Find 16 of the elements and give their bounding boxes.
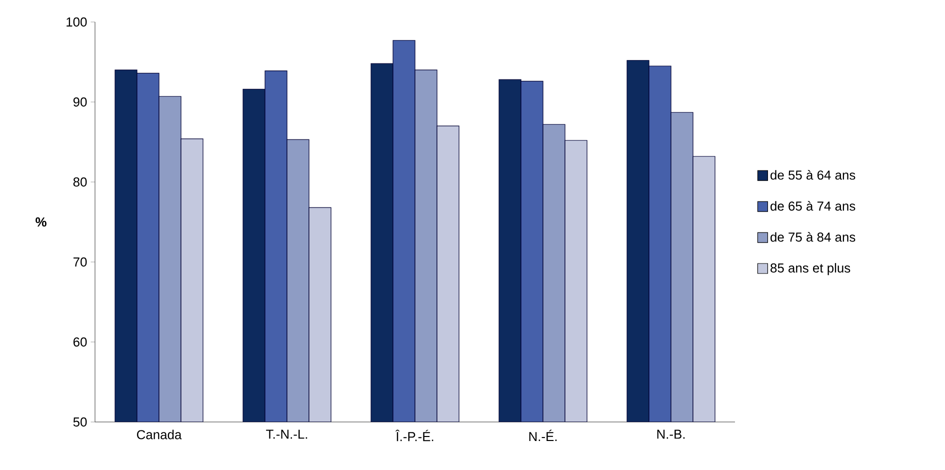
y-tick-label: 80 bbox=[73, 177, 87, 187]
y-tick-label: 50 bbox=[73, 417, 87, 427]
y-tick-label: 60 bbox=[73, 337, 87, 347]
x-tick-label: T.-N.-L. bbox=[266, 430, 308, 439]
legend-label: de 75 à 84 ans bbox=[770, 232, 856, 242]
legend-label: 85 ans et plus bbox=[770, 263, 850, 276]
legend-label: de 55 à 64 ans bbox=[770, 170, 856, 180]
y-tick-label: 70 bbox=[74, 257, 87, 267]
y-axis-title: % bbox=[36, 217, 46, 227]
x-tick-label: N.-É. bbox=[529, 430, 557, 441]
y-tick-label: 100 bbox=[66, 17, 87, 27]
x-tick-label: Canada bbox=[136, 430, 182, 440]
x-tick-label: Î.-P.-É. bbox=[395, 430, 434, 442]
x-tick-label: N.-B. bbox=[657, 430, 685, 439]
y-tick-label: 90 bbox=[73, 97, 87, 107]
legend-label: de 65 à 74 ans bbox=[770, 201, 856, 211]
